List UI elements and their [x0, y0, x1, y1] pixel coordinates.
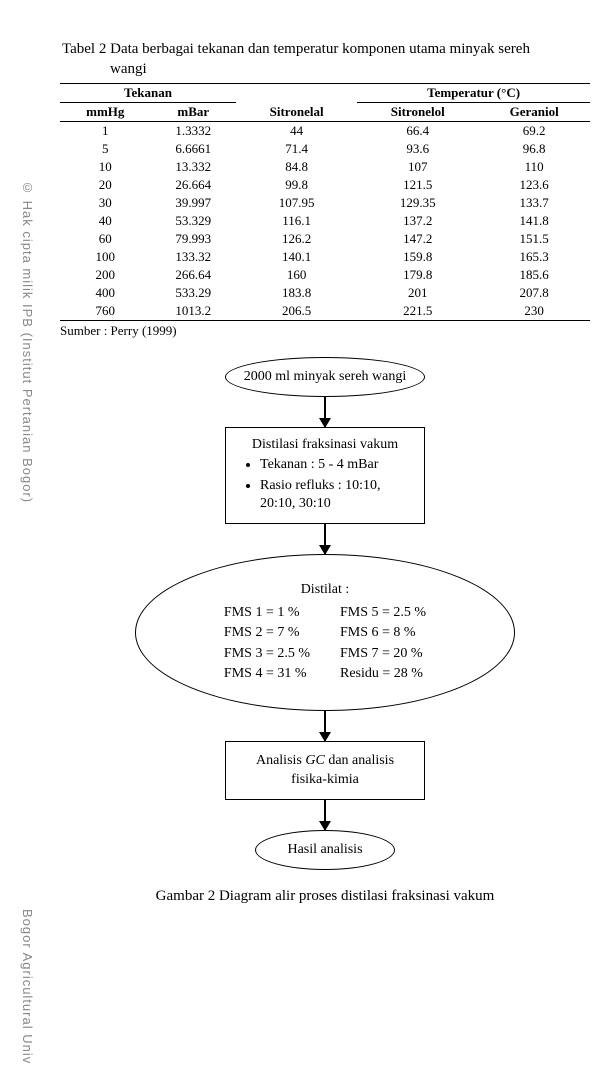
distilat-item: Residu = 28 % — [340, 664, 426, 684]
arrow-icon — [324, 397, 326, 427]
table-row: 100133.32140.1159.8165.3 — [60, 248, 590, 266]
process-item: Tekanan : 5 - 4 mBar — [260, 456, 410, 474]
col-group-temperatur: Temperatur (°C) — [357, 84, 590, 103]
distilat-item: FMS 6 = 8 % — [340, 623, 426, 643]
col-sitronelol: Sitronelol — [357, 103, 478, 122]
distilat-item: FMS 5 = 2.5 % — [340, 603, 426, 623]
caption-line1: Data berbagai tekanan dan temperatur kom… — [110, 41, 530, 57]
figure-caption: Gambar 2 Diagram alir proses distilasi f… — [60, 888, 590, 905]
col-mmhg: mmHg — [60, 103, 151, 122]
arrow-icon — [324, 800, 326, 830]
data-table: Tekanan Temperatur (°C) mmHg mBar Sitron… — [60, 83, 590, 321]
col-sitronelal: Sitronelal — [236, 103, 357, 122]
watermark-left: © Hak cipta milik IPB (Institut Pertania… — [20, 180, 35, 503]
table-row: 3039.997107.95129.35133.7 — [60, 194, 590, 212]
process-item: Rasio refluks : 10:10, 20:10, 30:10 — [260, 477, 410, 513]
arrow-icon — [324, 711, 326, 741]
flowchart: 2000 ml minyak sereh wangi Distilasi fra… — [125, 357, 525, 870]
table-row: 1013.33284.8107110 — [60, 158, 590, 176]
table-row: 200266.64160179.8185.6 — [60, 266, 590, 284]
caption-line2: wangi — [62, 60, 147, 80]
flow-result: Hasil analisis — [255, 830, 395, 870]
flow-start: 2000 ml minyak sereh wangi — [225, 357, 425, 397]
distilat-title: Distilat : — [172, 581, 478, 599]
distilat-item: FMS 7 = 20 % — [340, 644, 426, 664]
caption-prefix: Tabel 2 — [62, 41, 110, 57]
flow-analysis: Analisis GC dan analisis fisika-kimia — [225, 741, 425, 799]
distilat-item: FMS 4 = 31 % — [224, 664, 310, 684]
analysis-gc: GC — [305, 753, 324, 768]
watermark-bottom: Bogor Agricultural Univ — [20, 909, 35, 1064]
table-row: 400533.29183.8201207.8 — [60, 284, 590, 302]
analysis-text-pre: Analisis — [256, 753, 305, 768]
distilat-item: FMS 3 = 2.5 % — [224, 644, 310, 664]
arrow-icon — [324, 524, 326, 554]
table-body: 11.33324466.469.2 56.666171.493.696.8 10… — [60, 122, 590, 321]
table-row: 6079.993126.2147.2151.5 — [60, 230, 590, 248]
col-group-tekanan: Tekanan — [60, 84, 236, 103]
flow-process: Distilasi fraksinasi vakum Tekanan : 5 -… — [225, 427, 425, 524]
table-source: Sumber : Perry (1999) — [60, 323, 590, 339]
table-row: 7601013.2206.5221.5230 — [60, 302, 590, 321]
col-geraniol: Geraniol — [478, 103, 590, 122]
table-caption: Tabel 2 Data berbagai tekanan dan temper… — [60, 40, 590, 79]
flow-distilat: Distilat : FMS 1 = 1 % FMS 2 = 7 % FMS 3… — [135, 554, 515, 711]
table-row: 11.33324466.469.2 — [60, 122, 590, 141]
table-row: 2026.66499.8121.5123.6 — [60, 176, 590, 194]
process-title: Distilasi fraksinasi vakum — [240, 436, 410, 454]
table-row: 56.666171.493.696.8 — [60, 140, 590, 158]
col-mbar: mBar — [151, 103, 237, 122]
distilat-item: FMS 1 = 1 % — [224, 603, 310, 623]
table-row: 4053.329116.1137.2141.8 — [60, 212, 590, 230]
distilat-item: FMS 2 = 7 % — [224, 623, 310, 643]
page-content: Tabel 2 Data berbagai tekanan dan temper… — [60, 40, 590, 905]
